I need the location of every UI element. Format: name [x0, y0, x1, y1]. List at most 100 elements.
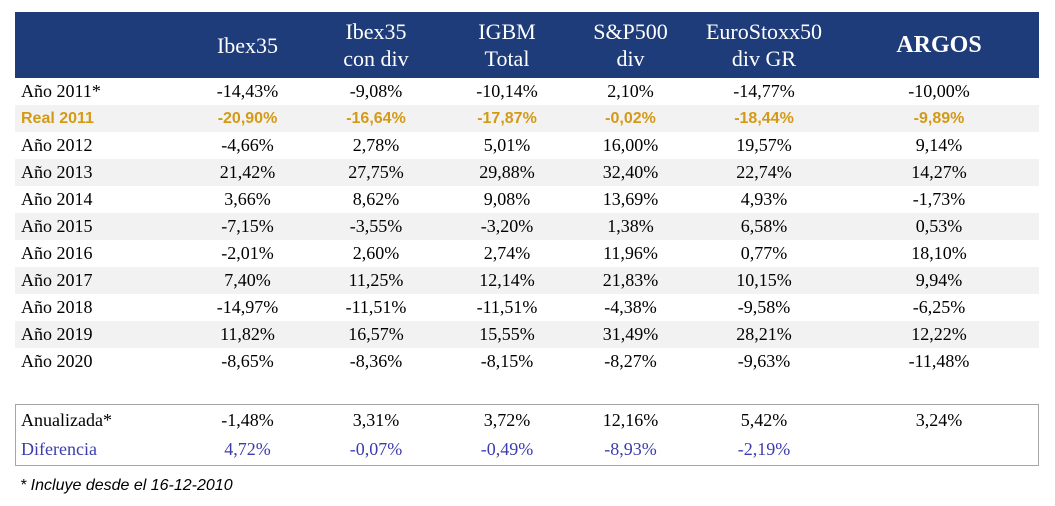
- cell-igbm-total: -11,51%: [476, 297, 538, 317]
- header-ibex35-line1: Ibex35: [216, 32, 279, 58]
- cell-igbm-total: -10,14%: [476, 81, 538, 101]
- cell-ibex35: 11,82%: [220, 324, 275, 344]
- cell-argos: -11,48%: [908, 351, 970, 371]
- header-eurostoxx50-div-gr: EuroStoxx50 div GR: [689, 12, 839, 78]
- header-eurostoxx50-line2: div GR: [731, 46, 797, 71]
- cell-igbm-total: 2,74%: [483, 243, 531, 263]
- summary-box: [15, 404, 1039, 466]
- row-label: Anualizada*: [21, 410, 112, 430]
- header-ibex35-con-div-line2: con div: [343, 46, 409, 71]
- cell-ibex35: -14,97%: [216, 297, 279, 317]
- cell-sp500-div: -4,38%: [604, 297, 657, 317]
- cell-sp500-div: -8,93%: [604, 439, 657, 459]
- row-label: Año 2011*: [21, 81, 101, 101]
- row-label: Año 2012: [21, 135, 93, 155]
- cell-igbm-total: -8,15%: [480, 351, 534, 371]
- cell-ibex35: 4,72%: [224, 439, 271, 459]
- table-row-2015: Año 2015 -7,15% -3,55% -3,20% 1,38% 6,58…: [15, 213, 1039, 240]
- table-row-2012: Año 2012 -4,66% 2,78% 5,01% 16,00% 19,57…: [15, 132, 1039, 159]
- row-label: Año 2016: [21, 243, 93, 263]
- header-argos-line1: ARGOS: [896, 31, 982, 58]
- header-sp500-div: S&P500 div: [572, 12, 689, 78]
- cell-sp500-div: 21,83%: [602, 270, 659, 290]
- cell-argos: -1,73%: [912, 189, 966, 209]
- cell-eurostoxx50: -9,63%: [737, 351, 791, 371]
- cell-eurostoxx50: 0,77%: [740, 243, 788, 263]
- row-label: Diferencia: [21, 439, 97, 459]
- header-igbm-total-line2: Total: [484, 46, 530, 71]
- row-label: Año 2015: [21, 216, 93, 236]
- cell-eurostoxx50: -2,19%: [737, 439, 791, 459]
- cell-ibex35-con-div: 8,62%: [352, 189, 400, 209]
- cell-ibex35: -2,01%: [221, 243, 274, 263]
- cell-argos: 18,10%: [911, 243, 967, 263]
- cell-ibex35: 21,42%: [219, 162, 276, 182]
- cell-ibex35: -1,48%: [221, 410, 274, 430]
- cell-argos: -9,89%: [913, 110, 965, 127]
- header-igbm-total-line1: IGBM: [478, 19, 536, 44]
- row-label: Año 2020: [21, 351, 93, 371]
- table-row-2020: Año 2020 -8,65% -8,36% -8,15% -8,27% -9,…: [15, 348, 1039, 375]
- cell-eurostoxx50: 5,42%: [740, 410, 788, 430]
- cell-ibex35: 7,40%: [224, 270, 271, 290]
- cell-igbm-total: 5,01%: [483, 135, 531, 155]
- cell-igbm-total: 12,14%: [479, 270, 535, 290]
- row-label: Año 2013: [21, 162, 93, 182]
- header-ibex35-con-div: Ibex35 con div: [310, 12, 442, 78]
- cell-sp500-div: 11,96%: [603, 243, 658, 263]
- row-label: Año 2019: [21, 324, 93, 344]
- cell-ibex35-con-div: 27,75%: [348, 162, 404, 182]
- cell-argos: 9,14%: [915, 135, 963, 155]
- cell-eurostoxx50: 19,57%: [736, 135, 792, 155]
- cell-igbm-total: 15,55%: [479, 324, 535, 344]
- cell-ibex35-con-div: 11,25%: [348, 270, 404, 290]
- cell-eurostoxx50: -14,77%: [733, 81, 795, 101]
- cell-ibex35-con-div: -8,36%: [349, 351, 403, 371]
- cell-ibex35-con-div: -0,07%: [349, 439, 403, 459]
- cell-igbm-total: -17,87%: [477, 110, 537, 127]
- cell-sp500-div: 1,38%: [607, 216, 654, 236]
- cell-ibex35-con-div: 16,57%: [348, 324, 404, 344]
- cell-ibex35: -14,43%: [216, 81, 279, 101]
- cell-sp500-div: 16,00%: [602, 135, 659, 155]
- row-label: Año 2018: [21, 297, 93, 317]
- cell-eurostoxx50: 4,93%: [740, 189, 788, 209]
- header-argos: ARGOS: [839, 12, 1039, 78]
- cell-sp500-div: 2,10%: [607, 81, 654, 101]
- cell-eurostoxx50: 10,15%: [736, 270, 792, 290]
- cell-ibex35: -4,66%: [221, 135, 274, 155]
- table-row-real-2011: Real 2011 -20,90% -16,64% -17,87% -0,02%…: [15, 105, 1039, 132]
- cell-ibex35: -8,65%: [221, 351, 274, 371]
- table-row-difference: Diferencia 4,72% -0,07% -0,49% -8,93% -2…: [15, 436, 1039, 463]
- table-row-annualized: Anualizada* -1,48% 3,31% 3,72% 12,16% 5,…: [15, 407, 1039, 434]
- row-label: Real 2011: [21, 110, 94, 127]
- row-label: Año 2014: [21, 189, 93, 209]
- cell-ibex35-con-div: 2,78%: [352, 135, 400, 155]
- cell-sp500-div: 32,40%: [602, 162, 659, 182]
- table-row-2014: Año 2014 3,66% 8,62% 9,08% 13,69% 4,93% …: [15, 186, 1039, 213]
- cell-ibex35-con-div: -3,55%: [349, 216, 403, 236]
- cell-argos: [839, 436, 1039, 463]
- header-igbm-total: IGBM Total: [442, 12, 572, 78]
- cell-ibex35-con-div: 3,31%: [352, 410, 400, 430]
- cell-sp500-div: 31,49%: [602, 324, 659, 344]
- table-row-2013: Año 2013 21,42% 27,75% 29,88% 32,40% 22,…: [15, 159, 1039, 186]
- cell-sp500-div: -8,27%: [604, 351, 657, 371]
- cell-sp500-div: -0,02%: [605, 110, 656, 127]
- header-sp500-div-line2: div: [616, 46, 645, 71]
- cell-argos: 9,94%: [915, 270, 963, 290]
- table-row-2019: Año 2019 11,82% 16,57% 15,55% 31,49% 28,…: [15, 321, 1039, 348]
- cell-argos: 3,24%: [915, 410, 963, 430]
- cell-igbm-total: 9,08%: [483, 189, 531, 209]
- cell-eurostoxx50: -18,44%: [734, 110, 794, 127]
- header-sp500-div-line1: S&P500: [593, 19, 668, 44]
- cell-ibex35: -20,90%: [217, 110, 278, 127]
- header-ibex35-con-div-line1: Ibex35: [345, 19, 407, 44]
- cell-argos: 12,22%: [911, 324, 967, 344]
- cell-argos: -10,00%: [908, 81, 970, 101]
- cell-argos: 14,27%: [911, 162, 967, 182]
- cell-ibex35: -7,15%: [221, 216, 274, 236]
- cell-eurostoxx50: -9,58%: [737, 297, 791, 317]
- cell-ibex35-con-div: -9,08%: [349, 81, 403, 101]
- table-header: Ibex35 Ibex35 con div IGBM Total S&P500 …: [15, 12, 1039, 78]
